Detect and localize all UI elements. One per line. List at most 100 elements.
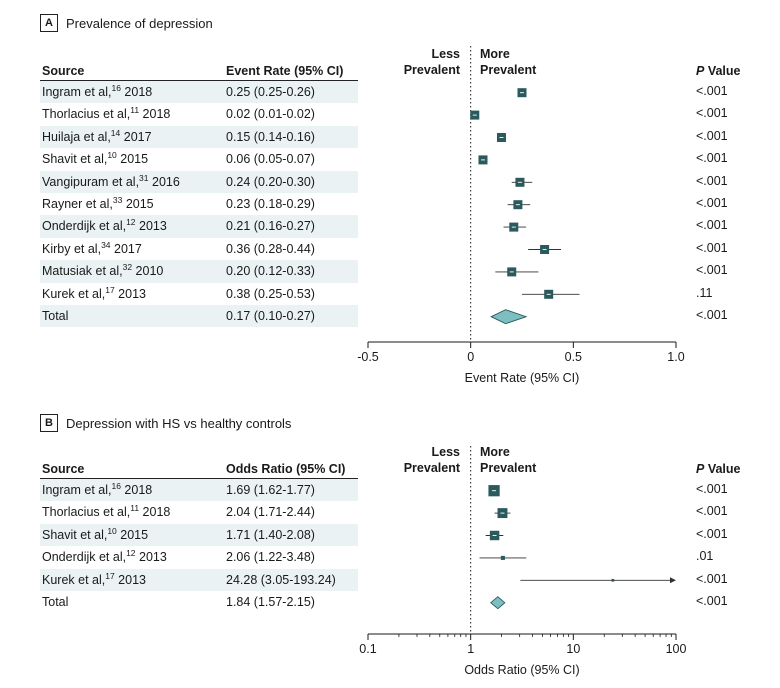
estimate-value: 0.15 (0.14-0.16) — [226, 129, 315, 144]
panel-a-less-line1: Less — [431, 47, 461, 61]
estimate-value: 1.84 (1.57-2.15) — [226, 594, 315, 609]
source-label: Thorlacius et al,11 2018 — [42, 501, 170, 523]
table-row-total: Total 1.84 (1.57-2.15) — [40, 591, 358, 613]
source-label: Kirby et al,34 2017 — [42, 238, 142, 260]
panel-a-estimate-header: Event Rate (95% CI) — [226, 64, 344, 78]
panel-a-x-axis-title: Event Rate (95% CI) — [464, 371, 580, 385]
panel-b-p-header: P Value — [696, 460, 756, 478]
estimate-value: 0.23 (0.18-0.29) — [226, 196, 315, 211]
table-row: Shavit et al,10 2015 0.06 (0.05-0.07) — [40, 148, 358, 170]
source-author: Thorlacius et al, — [42, 107, 131, 122]
source-reference: 12 — [126, 217, 136, 228]
source-year: 2018 — [120, 85, 153, 99]
panel-b-table: Source Odds Ratio (95% CI) Ingram et al,… — [40, 460, 358, 613]
panel-b-table-header: Source Odds Ratio (95% CI) — [40, 460, 358, 479]
pooled-estimate-diamond — [490, 596, 506, 610]
source-reference: 34 — [101, 239, 111, 250]
source-year: 2015 — [122, 196, 154, 211]
p-value: <.001 — [696, 151, 728, 166]
panel-b-more-line1: More — [480, 445, 510, 459]
table-row-total: Total 0.17 (0.10-0.27) — [40, 304, 358, 328]
source-author: Ingram et al, — [42, 483, 112, 497]
estimate-value: 24.28 (3.05-193.24) — [226, 572, 336, 587]
x-axis-tick-label: 0 — [467, 350, 474, 364]
source-reference: 16 — [111, 480, 121, 491]
source-author: Kirby et al, — [42, 241, 102, 256]
panel-b-header: B Depression with HS vs healthy controls — [40, 414, 291, 432]
source-reference: 11 — [130, 503, 140, 514]
panel-b-source-header: Source — [42, 462, 85, 476]
ci-arrow — [670, 577, 676, 584]
p-value: <.001 — [696, 128, 728, 143]
panel-b-less-line1: Less — [431, 445, 461, 459]
panel-b-title: Depression with HS vs healthy controls — [66, 415, 292, 431]
source-year: 2017 — [120, 129, 152, 144]
source-year: 2016 — [148, 174, 180, 189]
source-author: Rayner et al, — [42, 196, 113, 211]
source-reference: 12 — [126, 548, 136, 559]
source-author: Ingram et al, — [42, 85, 112, 99]
panel-b-p-suffix: Value — [704, 462, 741, 476]
source-author: Matusiak et al, — [42, 264, 123, 279]
p-value: <.001 — [696, 106, 728, 121]
table-row: Ingram et al,16 2018 0.25 (0.25-0.26) — [40, 81, 358, 104]
panel-b-estimate-header: Odds Ratio (95% CI) — [226, 462, 346, 476]
source-year: 2018 — [120, 483, 153, 497]
estimate-value: 0.36 (0.28-0.44) — [226, 241, 315, 256]
source-reference: 11 — [130, 105, 140, 116]
x-axis-tick-label: 1 — [467, 642, 474, 656]
source-year: 2013 — [114, 286, 146, 301]
source-author: Onderdijk et al, — [42, 219, 127, 234]
panel-a-header: A Prevalence of depression — [40, 14, 213, 32]
pooled-estimate-diamond — [490, 309, 528, 325]
panel-a-letter: A — [40, 14, 58, 32]
source-label: Vangipuram et al,31 2016 — [42, 171, 180, 193]
source-reference: 33 — [112, 194, 123, 205]
source-author: Kurek et al, — [42, 286, 106, 301]
source-year: 2015 — [116, 527, 149, 542]
x-axis-tick-label: 10 — [566, 642, 580, 656]
source-label: Shavit et al,10 2015 — [42, 148, 148, 170]
table-row: Thorlacius et al,11 2018 0.02 (0.01-0.02) — [40, 103, 358, 125]
source-label: Shavit et al,10 2015 — [42, 524, 148, 546]
source-label: Huilaja et al,14 2017 — [42, 126, 152, 148]
table-row: Onderdijk et al,12 2013 2.06 (1.22-3.48) — [40, 546, 358, 568]
table-row: Rayner et al,33 2015 0.23 (0.18-0.29) — [40, 193, 358, 215]
x-axis-tick-label: 100 — [666, 642, 687, 656]
p-value: <.001 — [696, 482, 728, 496]
table-row: Huilaja et al,14 2017 0.15 (0.14-0.16) — [40, 125, 358, 149]
source-label: Onderdijk et al,12 2013 — [42, 215, 167, 237]
source-label: Matusiak et al,32 2010 — [42, 260, 163, 282]
source-author: Shavit et al, — [42, 152, 108, 167]
p-value: <.001 — [696, 173, 728, 188]
estimate-value: 0.24 (0.20-0.30) — [226, 174, 315, 189]
table-row: Onderdijk et al,12 2013 0.21 (0.16-0.27) — [40, 215, 358, 238]
source-year: 2013 — [135, 219, 167, 234]
source-author: Shavit et al, — [42, 527, 108, 542]
p-value: <.001 — [696, 240, 728, 255]
panel-b-more-line2: Prevalent — [480, 461, 537, 475]
estimate-value: 0.25 (0.25-0.26) — [226, 85, 315, 99]
estimate-value: 0.06 (0.05-0.07) — [226, 152, 315, 167]
panel-a-table-header: Source Event Rate (95% CI) — [40, 62, 358, 81]
panel-b-p-column: P Value <.001 <.001 <.001 .01 <.001 <.001 — [696, 460, 756, 612]
p-value: .01 — [696, 549, 714, 564]
table-row: Ingram et al,16 2018 1.69 (1.62-1.77) — [40, 479, 358, 502]
source-label: Thorlacius et al,11 2018 — [42, 103, 170, 125]
source-label: Kurek et al,17 2013 — [42, 569, 146, 591]
source-author: Huilaja et al, — [42, 129, 111, 144]
source-author: Vangipuram et al, — [42, 174, 140, 189]
p-value: <.001 — [696, 84, 728, 98]
source-reference: 16 — [111, 82, 121, 93]
table-row: Kurek et al,17 2013 24.28 (3.05-193.24) — [40, 568, 358, 591]
p-value: <.001 — [696, 263, 728, 278]
x-axis-tick-label: -0.5 — [357, 350, 379, 364]
source-label: Ingram et al,16 2018 — [42, 479, 152, 501]
panel-b-p-letter: P — [696, 462, 705, 476]
panel-a-more-line1: More — [480, 47, 510, 61]
panel-a-p-header: P Value — [696, 62, 756, 80]
source-reference: 10 — [107, 525, 117, 536]
estimate-value: 1.71 (1.40-2.08) — [226, 527, 315, 542]
estimate-value: 0.38 (0.25-0.53) — [226, 286, 315, 301]
panel-a-less-line2: Prevalent — [403, 63, 460, 77]
